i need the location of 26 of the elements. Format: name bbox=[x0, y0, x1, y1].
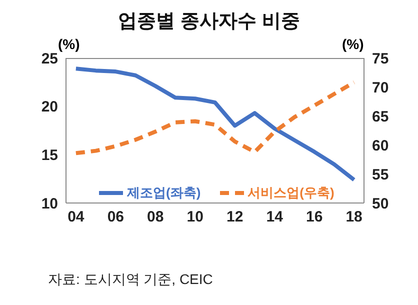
y-tick-label: 15 bbox=[41, 146, 58, 164]
y2-tick-label: 55 bbox=[372, 166, 389, 184]
x-tick-label: 06 bbox=[107, 208, 124, 226]
x-tick-label: 04 bbox=[68, 208, 85, 226]
y2-tick-label: 75 bbox=[372, 50, 389, 68]
line-series bbox=[74, 80, 356, 156]
legend-label: 제조업(좌축) bbox=[126, 184, 201, 202]
line-series bbox=[74, 66, 356, 182]
y2-tick-label: 60 bbox=[372, 137, 389, 154]
legend-label: 서비스업(우축) bbox=[246, 184, 334, 202]
y-tick-label: 20 bbox=[41, 98, 58, 116]
y2-tick-label: 50 bbox=[372, 195, 389, 212]
x-tick-label: 10 bbox=[186, 208, 204, 226]
x-tick-label: 08 bbox=[147, 208, 164, 226]
x-tick-label: 16 bbox=[306, 208, 323, 226]
x-tick-label: 14 bbox=[266, 208, 284, 226]
y-axis-title: (%) bbox=[58, 36, 80, 52]
x-tick-label: 18 bbox=[346, 208, 362, 226]
chart-title: 업종별 종사자수 비중 bbox=[117, 10, 301, 34]
y2-tick-label: 65 bbox=[372, 108, 389, 126]
y2-tick-label: 70 bbox=[372, 79, 389, 96]
y-tick-label: 10 bbox=[41, 195, 58, 212]
y2-axis-title: (%) bbox=[342, 36, 364, 52]
y-tick-label: 25 bbox=[41, 50, 58, 68]
text: 자료: 도시지역 기준, CEIC bbox=[48, 271, 214, 289]
x-tick-label: 12 bbox=[226, 208, 244, 226]
